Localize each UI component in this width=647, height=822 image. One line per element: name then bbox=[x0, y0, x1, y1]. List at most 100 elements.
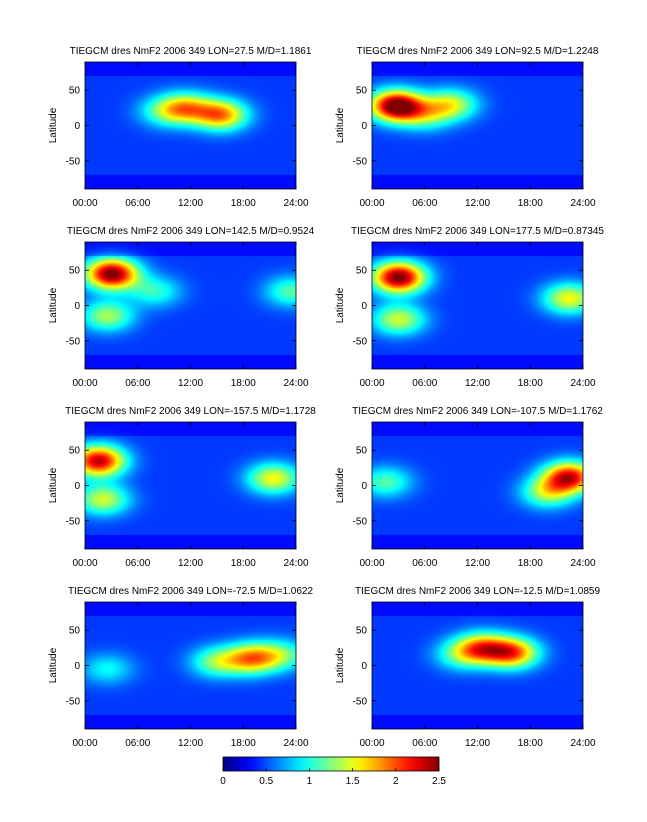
x-tick-label: 24:00 bbox=[570, 738, 595, 749]
x-tick-label: 24:00 bbox=[283, 738, 308, 749]
x-tick-label: 24:00 bbox=[283, 378, 308, 389]
y-tick-label: 0 bbox=[74, 661, 80, 672]
x-tick-label: 12:00 bbox=[178, 198, 203, 209]
y-tick-label: 0 bbox=[74, 121, 80, 132]
y-axis-label: Latitude bbox=[335, 287, 346, 323]
y-axis-label: Latitude bbox=[335, 467, 346, 503]
y-axis-label: Latitude bbox=[48, 287, 59, 323]
heatmap-panel: TIEGCM dres NmF2 2006 349 LON=177.5 M/D=… bbox=[335, 226, 604, 389]
y-tick-label: -50 bbox=[353, 696, 368, 707]
x-tick-label: 00:00 bbox=[72, 738, 97, 749]
colorbar-gradient bbox=[222, 756, 440, 772]
x-tick-label: 06:00 bbox=[125, 558, 150, 569]
x-tick-label: 06:00 bbox=[125, 198, 150, 209]
y-axis-label: Latitude bbox=[335, 107, 346, 143]
y-tick-label: 50 bbox=[356, 86, 368, 97]
x-tick-label: 06:00 bbox=[412, 198, 437, 209]
x-tick-label: 00:00 bbox=[359, 738, 384, 749]
heatmap-image bbox=[372, 422, 583, 549]
heatmap-image bbox=[85, 602, 296, 729]
y-tick-label: 50 bbox=[69, 446, 81, 457]
x-tick-label: 24:00 bbox=[570, 558, 595, 569]
heatmap-image bbox=[372, 62, 583, 189]
panel-title: TIEGCM dres NmF2 2006 349 LON=27.5 M/D=1… bbox=[70, 46, 312, 57]
heatmap-panel: TIEGCM dres NmF2 2006 349 LON=-12.5 M/D=… bbox=[335, 586, 600, 749]
x-tick-label: 12:00 bbox=[178, 558, 203, 569]
x-tick-label: 06:00 bbox=[412, 558, 437, 569]
x-tick-label: 12:00 bbox=[465, 738, 490, 749]
heatmap-panel: TIEGCM dres NmF2 2006 349 LON=-107.5 M/D… bbox=[335, 406, 603, 569]
colorbar-tick-label: 1 bbox=[307, 776, 313, 787]
panel-title: TIEGCM dres NmF2 2006 349 LON=-12.5 M/D=… bbox=[355, 586, 601, 597]
y-tick-label: 50 bbox=[356, 446, 368, 457]
heatmap-image bbox=[372, 602, 583, 729]
x-tick-label: 06:00 bbox=[125, 738, 150, 749]
x-tick-label: 00:00 bbox=[359, 378, 384, 389]
x-tick-label: 06:00 bbox=[412, 738, 437, 749]
y-tick-label: -50 bbox=[66, 336, 81, 347]
x-tick-label: 24:00 bbox=[570, 378, 595, 389]
colorbar-tick-label: 0 bbox=[220, 776, 226, 787]
x-tick-label: 00:00 bbox=[359, 198, 384, 209]
y-tick-label: 0 bbox=[361, 481, 367, 492]
y-tick-label: 0 bbox=[74, 301, 80, 312]
x-tick-label: 00:00 bbox=[72, 378, 97, 389]
x-tick-label: 00:00 bbox=[72, 198, 97, 209]
y-tick-label: -50 bbox=[353, 516, 368, 527]
x-tick-label: 06:00 bbox=[412, 378, 437, 389]
y-axis-label: Latitude bbox=[48, 467, 59, 503]
x-tick-label: 00:00 bbox=[359, 558, 384, 569]
panel-title: TIEGCM dres NmF2 2006 349 LON=92.5 M/D=1… bbox=[357, 46, 599, 57]
y-axis-label: Latitude bbox=[48, 107, 59, 143]
x-tick-label: 12:00 bbox=[465, 378, 490, 389]
colorbar-tick-label: 0.5 bbox=[259, 776, 273, 787]
x-tick-label: 18:00 bbox=[518, 378, 543, 389]
heatmap-image bbox=[85, 422, 296, 549]
x-tick-label: 18:00 bbox=[231, 378, 256, 389]
colorbar: 0 0.5 1 1.5 2 2.5 bbox=[220, 756, 446, 787]
x-tick-label: 18:00 bbox=[231, 738, 256, 749]
heatmap-image bbox=[85, 62, 296, 189]
x-tick-label: 12:00 bbox=[178, 378, 203, 389]
colorbar-tick-label: 2.5 bbox=[432, 776, 446, 787]
x-tick-label: 12:00 bbox=[465, 198, 490, 209]
y-tick-label: -50 bbox=[66, 156, 81, 167]
panel-title: TIEGCM dres NmF2 2006 349 LON=-72.5 M/D=… bbox=[68, 586, 314, 597]
y-tick-label: 50 bbox=[69, 266, 81, 277]
y-tick-label: 50 bbox=[69, 86, 81, 97]
x-tick-label: 18:00 bbox=[518, 198, 543, 209]
x-tick-label: 12:00 bbox=[465, 558, 490, 569]
x-tick-label: 18:00 bbox=[518, 558, 543, 569]
y-tick-label: 0 bbox=[361, 121, 367, 132]
y-tick-label: 50 bbox=[356, 266, 368, 277]
heatmap-panel: TIEGCM dres NmF2 2006 349 LON=92.5 M/D=1… bbox=[335, 46, 599, 209]
x-tick-label: 18:00 bbox=[231, 198, 256, 209]
y-tick-label: -50 bbox=[66, 696, 81, 707]
y-tick-label: -50 bbox=[353, 336, 368, 347]
colorbar-tick-label: 2 bbox=[393, 776, 399, 787]
heatmap-panel: TIEGCM dres NmF2 2006 349 LON=-157.5 M/D… bbox=[48, 406, 316, 569]
y-tick-label: -50 bbox=[353, 156, 368, 167]
y-tick-label: 50 bbox=[356, 626, 368, 637]
y-tick-label: -50 bbox=[66, 516, 81, 527]
panel-title: TIEGCM dres NmF2 2006 349 LON=142.5 M/D=… bbox=[67, 226, 315, 237]
x-tick-label: 24:00 bbox=[570, 198, 595, 209]
y-tick-label: 0 bbox=[361, 661, 367, 672]
colorbar-tick-label: 1.5 bbox=[346, 776, 360, 787]
x-tick-label: 18:00 bbox=[518, 738, 543, 749]
heatmap-image bbox=[372, 242, 583, 369]
heatmap-image bbox=[85, 242, 296, 369]
heatmap-panel: TIEGCM dres NmF2 2006 349 LON=-72.5 M/D=… bbox=[48, 586, 313, 749]
panel-title: TIEGCM dres NmF2 2006 349 LON=-157.5 M/D… bbox=[65, 406, 316, 417]
panel-title: TIEGCM dres NmF2 2006 349 LON=177.5 M/D=… bbox=[351, 226, 604, 237]
x-tick-label: 24:00 bbox=[283, 198, 308, 209]
x-tick-label: 06:00 bbox=[125, 378, 150, 389]
y-axis-label: Latitude bbox=[48, 647, 59, 683]
x-tick-label: 24:00 bbox=[283, 558, 308, 569]
panel-title: TIEGCM dres NmF2 2006 349 LON=-107.5 M/D… bbox=[352, 406, 603, 417]
y-tick-label: 0 bbox=[361, 301, 367, 312]
heatmap-panel: TIEGCM dres NmF2 2006 349 LON=27.5 M/D=1… bbox=[48, 46, 312, 209]
y-tick-label: 50 bbox=[69, 626, 81, 637]
x-tick-label: 18:00 bbox=[231, 558, 256, 569]
